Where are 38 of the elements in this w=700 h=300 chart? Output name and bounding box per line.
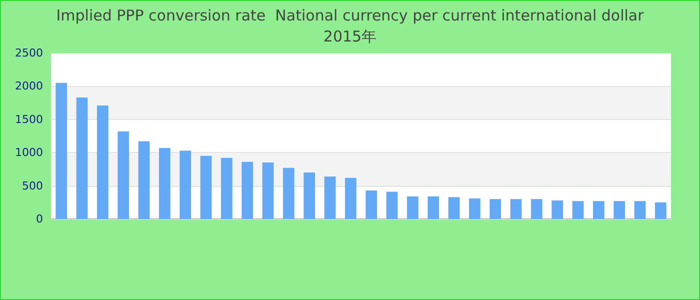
- bar: [76, 97, 88, 219]
- bar: [510, 199, 522, 219]
- chart-subtitle: 2015年: [323, 28, 377, 46]
- bar: [262, 162, 274, 219]
- bar: [530, 199, 542, 219]
- y-tick-label: 1500: [15, 112, 43, 126]
- bar: [282, 168, 294, 219]
- bar: [592, 201, 604, 219]
- bar: [448, 197, 460, 219]
- bar: [220, 158, 232, 219]
- bar: [614, 201, 626, 219]
- bar: [654, 202, 666, 219]
- y-tick-label: 2000: [15, 80, 43, 93]
- y-tick-label: 500: [22, 179, 43, 192]
- bar: [138, 141, 150, 219]
- bar: [406, 196, 418, 219]
- bar: [200, 156, 212, 219]
- bar: [180, 150, 192, 219]
- bar: [324, 176, 336, 219]
- bar: [158, 148, 170, 219]
- chart-title: Implied PPP conversion rate National currency per current international dollar: [56, 6, 645, 24]
- bar: [366, 190, 378, 219]
- bar: [468, 198, 480, 219]
- bar: [96, 105, 108, 219]
- bar: [386, 192, 398, 219]
- bar: [242, 162, 254, 219]
- bar: [304, 172, 316, 219]
- bar: [344, 178, 356, 219]
- y-tick-label: 2500: [15, 46, 43, 60]
- bar: [56, 82, 68, 219]
- y-tick-label: 1000: [15, 146, 43, 160]
- bar: [572, 201, 584, 219]
- bar: [634, 201, 646, 219]
- bar: [428, 196, 440, 219]
- bar: [118, 131, 130, 219]
- bar: [552, 200, 564, 219]
- y-tick-label: 0: [36, 212, 43, 226]
- bar: [490, 199, 502, 219]
